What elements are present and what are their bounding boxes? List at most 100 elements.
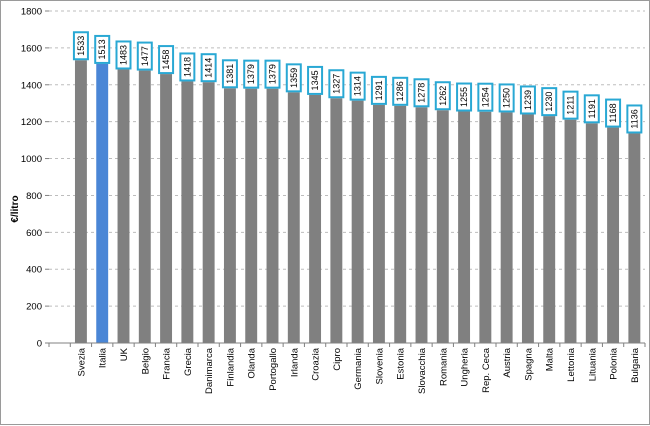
data-label: 1533 <box>76 36 86 56</box>
y-tick-label: 1000 <box>21 154 42 165</box>
data-label: 1379 <box>268 64 278 84</box>
x-tick-label: Portogallo <box>268 348 279 391</box>
bar <box>564 119 577 343</box>
y-tick-label: 600 <box>26 228 42 239</box>
bar <box>117 69 130 344</box>
bar <box>202 82 215 343</box>
data-label: 1254 <box>480 87 490 107</box>
x-tick-label: Malta <box>545 347 556 371</box>
data-label-box <box>349 71 366 101</box>
bar <box>351 100 364 343</box>
bar <box>543 116 556 343</box>
x-tick-label: Austria <box>502 347 513 377</box>
y-tick-label: 1800 <box>21 7 42 18</box>
data-label: 1211 <box>566 95 576 114</box>
x-tick-label: Ungheria <box>460 347 471 386</box>
data-label: 1458 <box>161 50 171 70</box>
bar <box>607 127 620 344</box>
y-tick-label: 1600 <box>21 43 42 54</box>
bar <box>181 81 194 344</box>
data-label-box <box>434 81 451 111</box>
y-tick-label: 400 <box>26 265 42 276</box>
data-label: 1250 <box>502 88 512 108</box>
data-label-box <box>605 98 622 128</box>
data-label-box <box>94 34 111 64</box>
data-label: 1327 <box>331 74 341 94</box>
data-label-box <box>264 59 281 89</box>
data-label: 1230 <box>544 92 554 112</box>
bar <box>138 70 151 343</box>
data-label-box <box>179 52 196 82</box>
data-label: 1262 <box>438 86 448 106</box>
data-label-box <box>328 69 345 99</box>
x-tick-label: Italia <box>98 347 109 368</box>
bars <box>74 60 641 344</box>
x-axis-ticks: Svezia Italia UK Belgio Francia Grecia Danimar… <box>48 343 646 394</box>
bar <box>245 88 258 343</box>
bar <box>96 63 109 344</box>
data-label: 1414 <box>204 58 214 78</box>
y-tick-label: 0 <box>37 339 42 350</box>
bar <box>394 105 407 343</box>
data-label: 1255 <box>459 87 469 107</box>
y-tick-label: 200 <box>26 302 42 313</box>
y-tick-label: 1400 <box>21 80 42 91</box>
data-label-box <box>72 31 89 61</box>
data-label: 1191 <box>587 99 597 118</box>
data-label-box <box>392 76 409 106</box>
x-tick-label: Danimarca <box>204 347 215 394</box>
data-label: 1291 <box>374 80 384 100</box>
x-tick-label: Olanda <box>247 347 258 378</box>
data-label: 1359 <box>289 68 299 88</box>
data-label-box <box>307 65 324 95</box>
data-label: 1345 <box>310 70 320 90</box>
data-label-box <box>221 59 238 89</box>
x-tick-label: Lituania <box>587 347 598 381</box>
x-tick-label: Croazia <box>311 347 322 380</box>
bar <box>309 94 322 343</box>
x-tick-label: Grecia <box>183 347 194 376</box>
data-label-box <box>285 63 302 93</box>
x-tick-label: Svezia <box>76 347 87 376</box>
data-label-box <box>519 85 536 115</box>
data-label-box <box>115 40 132 70</box>
data-label: 1286 <box>395 81 405 101</box>
data-label-box <box>158 45 175 75</box>
data-label-box <box>583 94 600 124</box>
data-label: 1483 <box>119 45 129 65</box>
bar <box>585 123 598 344</box>
data-label: 1314 <box>353 76 363 96</box>
x-tick-label: Polonia <box>609 347 620 379</box>
y-tick-label: 800 <box>26 191 42 202</box>
data-label-box <box>498 83 515 113</box>
bar <box>330 98 343 344</box>
x-tick-label: Finlandia <box>225 347 236 386</box>
bar <box>458 111 471 344</box>
bar <box>223 88 236 343</box>
x-tick-label: Slovacchia <box>417 347 428 394</box>
bar <box>436 110 449 343</box>
data-label-box <box>562 90 579 120</box>
data-label-box <box>243 59 260 89</box>
data-label: 1513 <box>97 39 107 59</box>
bar <box>500 112 513 343</box>
x-tick-label: Germania <box>353 347 364 389</box>
x-tick-label: Slovenia <box>374 347 385 384</box>
bar <box>479 111 492 343</box>
x-tick-label: UK <box>119 347 130 361</box>
bar <box>266 88 279 343</box>
x-tick-label: Estonia <box>396 347 407 379</box>
y-axis-ticks: 0 200 400 600 800 1000 1200 1400 1600 1800 <box>21 7 49 350</box>
data-label-box <box>626 104 643 134</box>
data-label: 1278 <box>417 83 427 103</box>
data-label-box <box>200 53 217 83</box>
data-label: 1136 <box>629 109 639 128</box>
x-tick-label: Cipro <box>332 348 343 371</box>
x-tick-label: Bulgaria <box>630 347 641 383</box>
y-axis-label: €/litro <box>10 195 21 222</box>
data-label-box <box>370 75 387 105</box>
x-tick-label: Rep. Ceca <box>481 347 492 393</box>
bar <box>287 92 300 343</box>
